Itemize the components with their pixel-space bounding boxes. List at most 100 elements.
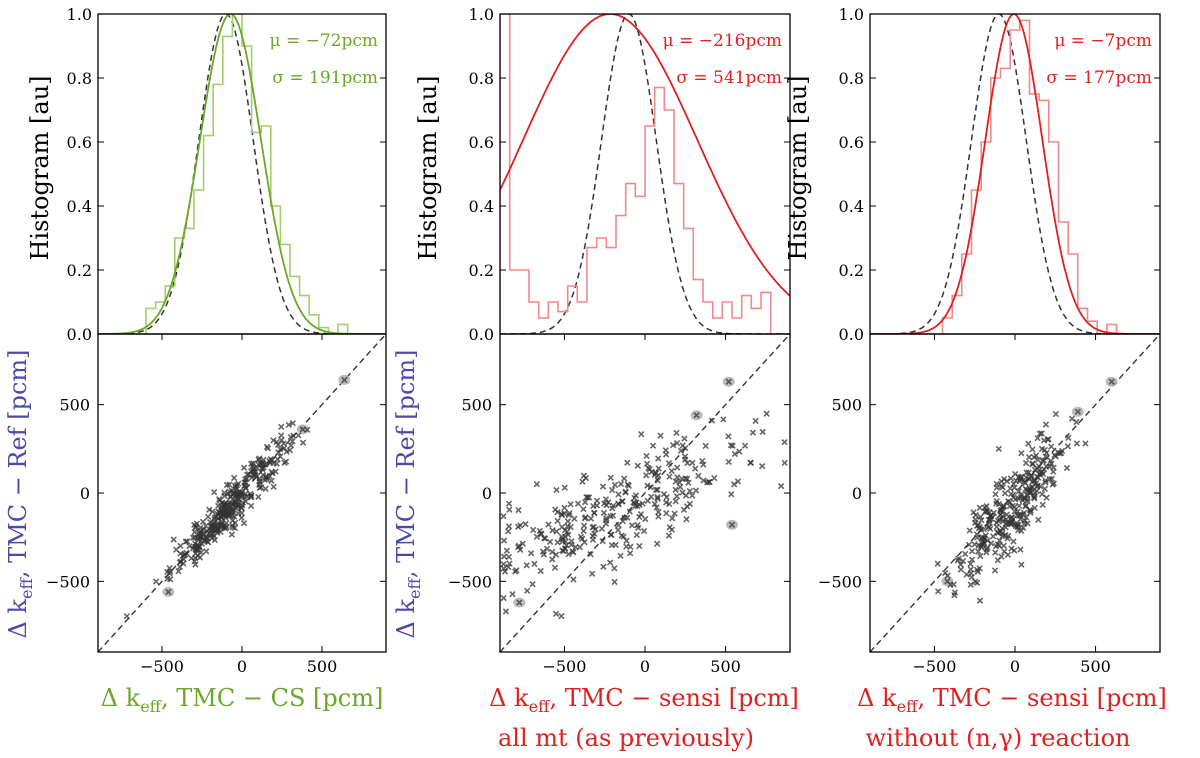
scatter-point [621, 475, 628, 482]
scatter-point [1015, 473, 1022, 481]
plot-area [870, 14, 1160, 334]
scatter-point [218, 520, 226, 528]
ytick-label: 0.8 [67, 69, 92, 88]
scatter-point [976, 504, 984, 512]
scatter-point [615, 501, 623, 508]
scatter-point [648, 493, 655, 500]
scatter-point [972, 511, 979, 519]
scatter-point [223, 510, 230, 517]
scatter-point [189, 534, 197, 541]
scatter-point [565, 511, 573, 519]
ytick-label: 0.8 [469, 69, 494, 88]
scatter-point [255, 456, 262, 463]
scatter-point [152, 578, 160, 585]
scatter-point [1019, 497, 1026, 504]
scatter-point [1020, 509, 1028, 517]
scatter-point [509, 591, 516, 598]
scatter-point [223, 523, 230, 531]
scatter-point [255, 493, 262, 501]
scatter-point [1064, 443, 1071, 450]
scatter-point [248, 460, 255, 467]
ytick-label: 0 [852, 484, 862, 503]
scatter-point [682, 492, 690, 499]
scatter-point [203, 548, 210, 555]
scatter-point [502, 608, 510, 615]
sigma-annotation: σ = 541pcm [676, 68, 782, 88]
panel-scatter-right: −500 0 500 −500 0 500 [818, 333, 1161, 676]
scatter-point [1008, 545, 1015, 552]
scatter-point [247, 490, 254, 498]
scatter-point [1018, 561, 1025, 568]
scatter-point [582, 474, 590, 482]
scatter-point [206, 506, 213, 513]
scatter-point [642, 515, 649, 523]
scatter-point [260, 456, 267, 464]
scatter-point [602, 520, 610, 527]
scatter-point [682, 444, 689, 452]
scatter-point [617, 480, 625, 488]
scatter-point [262, 485, 269, 492]
scatter-point [959, 557, 967, 565]
scatter-point [1030, 453, 1038, 461]
panel-hist-right: 0.0 0.2 0.4 0.6 0.8 1.0 μ = −7pcm σ = 177pcm [839, 5, 1161, 344]
scatter-point [673, 439, 681, 447]
scatter-point [218, 522, 225, 529]
scatter-point [781, 459, 788, 467]
scatter-point [978, 535, 985, 543]
scatter-point [209, 531, 217, 538]
scatter-point [1023, 469, 1030, 476]
scatter-point [515, 542, 523, 550]
scatter-point [752, 417, 759, 425]
scatter-point [643, 452, 650, 460]
scatter-point [1037, 483, 1044, 490]
scatter-point [229, 524, 237, 531]
xtick-label: −500 [912, 657, 956, 676]
ytick-label: 0.0 [839, 325, 864, 344]
scatter-point [505, 563, 512, 571]
scatter-point [1021, 478, 1028, 486]
scatter-point [240, 464, 248, 471]
scatter-point [264, 445, 272, 452]
scatter-point [270, 437, 277, 444]
scatter-point [626, 550, 634, 557]
ytick-label: −500 [818, 572, 862, 591]
mu-annotation: μ = −7pcm [1054, 31, 1152, 51]
scatter-point [554, 539, 561, 546]
scatter-point [665, 460, 673, 467]
scatter-point [165, 588, 172, 596]
scatter-point [1057, 449, 1065, 457]
scatter-point [657, 432, 664, 439]
scatter-point [1042, 479, 1049, 486]
ytick-label: 0.2 [839, 261, 864, 280]
ytick-label: 0 [80, 484, 90, 503]
scatter-point [655, 465, 662, 472]
scatter-point [653, 540, 661, 548]
scatter-point [239, 499, 247, 506]
scatter-point [994, 557, 1001, 564]
scatter-point [581, 515, 589, 522]
scatter-point [1026, 485, 1033, 492]
scatter-point [623, 537, 630, 544]
scatter-point [1035, 516, 1042, 523]
scatter-point [247, 502, 255, 510]
scatter-point [191, 558, 198, 565]
scatter-point [993, 484, 1001, 491]
scatter-point [211, 536, 219, 544]
scatter-point [1025, 440, 1032, 447]
scatter-point [666, 473, 673, 480]
scatter-point [553, 486, 560, 494]
scatter-point [728, 521, 736, 528]
scatter-point [668, 467, 675, 475]
svg-text:Δ keff, TMC − Ref [pcm]: Δ keff, TMC − Ref [pcm] [4, 349, 36, 638]
scatter-point [684, 459, 691, 467]
scatter-point [654, 494, 661, 501]
scatter-point [1039, 501, 1046, 508]
scatter-point [181, 551, 189, 558]
scatter-point [235, 510, 242, 517]
scatter-point [545, 521, 552, 528]
scatter-point [699, 457, 706, 465]
scatter-point [654, 477, 662, 484]
scatter-point [289, 420, 296, 427]
scatter-point [259, 465, 266, 472]
scatter-point [1022, 474, 1030, 481]
